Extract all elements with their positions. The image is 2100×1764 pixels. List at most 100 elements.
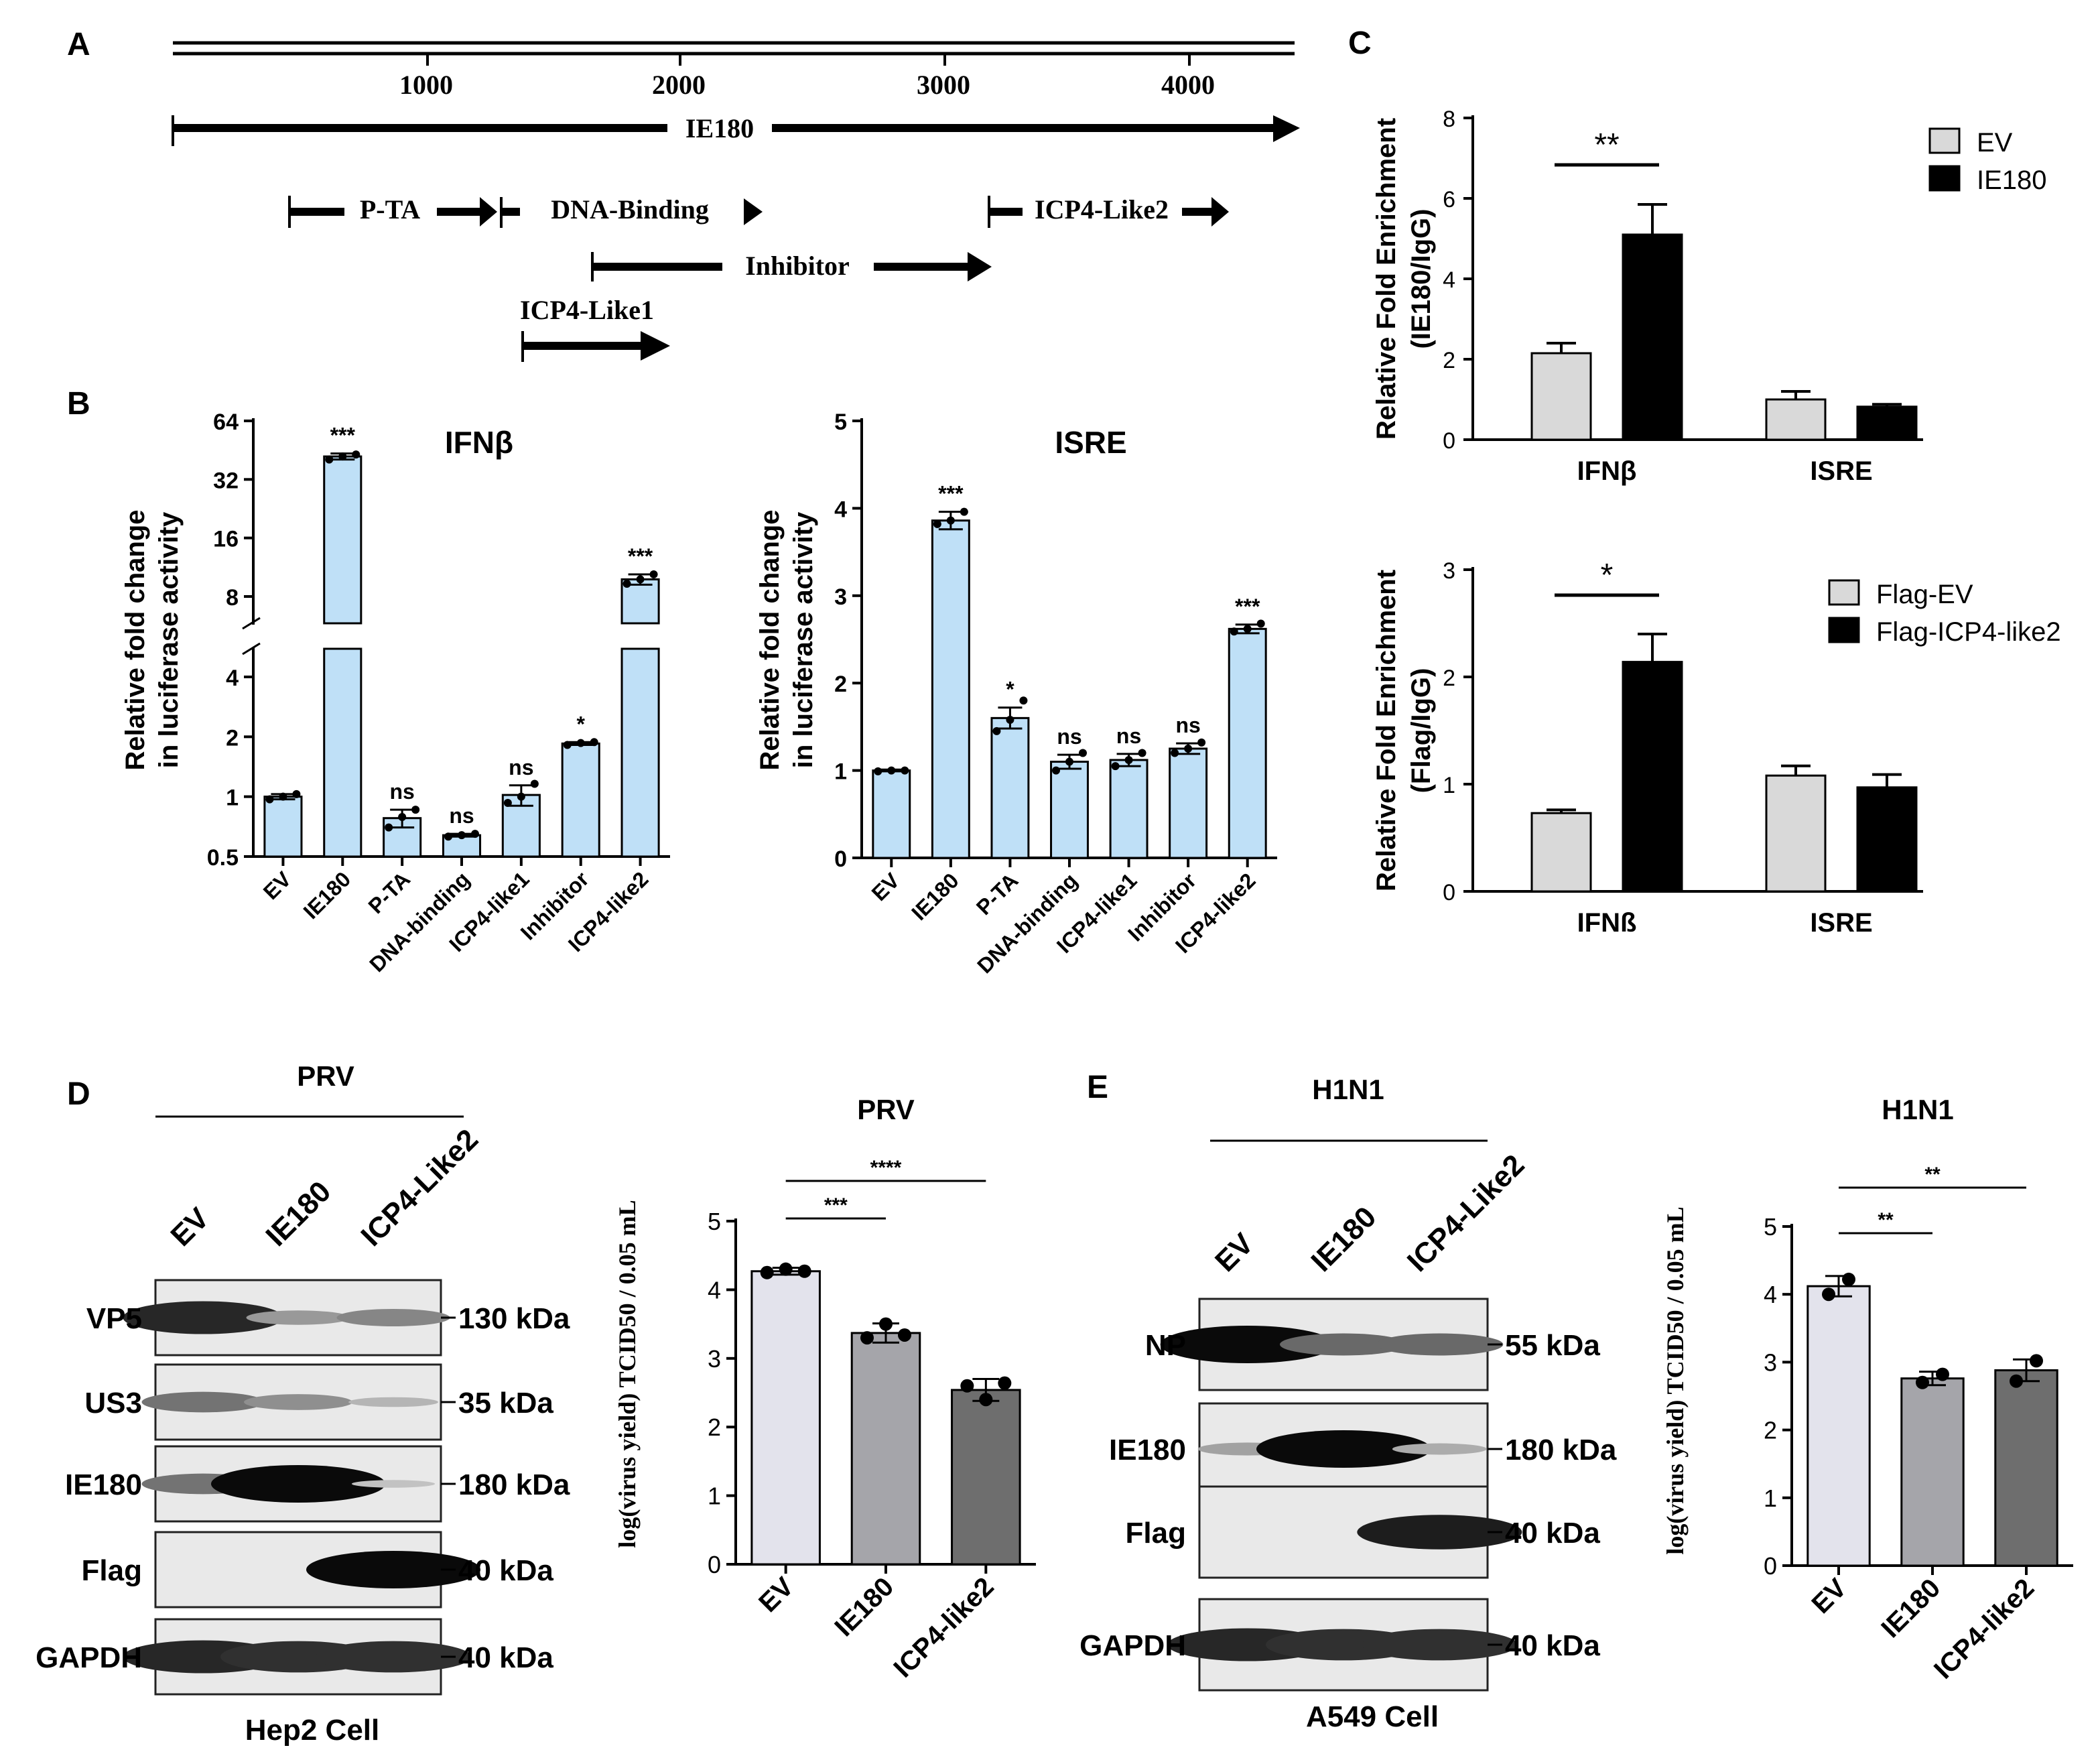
y-tick-label: 2 [1443,666,1455,691]
kda-label: 40 kDa [458,1554,553,1587]
data-point [2030,1354,2043,1368]
row-label: VP5 [86,1302,142,1335]
protein-band [348,1397,438,1407]
legend-swatch [1928,165,1961,192]
axis-break-gap [243,625,257,647]
x-tick-label: IE180 [1876,1573,1946,1643]
bar [263,796,303,858]
x-tick-label: P-TA [972,868,1023,920]
arrow-head-icon [641,331,670,361]
data-point [563,741,572,749]
row-label: US3 [84,1387,142,1420]
significance-label: ** [1924,1163,1941,1186]
kda-label: 55 kDa [1505,1329,1600,1362]
data-point [530,779,539,788]
bar [1109,759,1149,859]
y-tick-label: 1 [1443,773,1455,798]
lane-label: IE180 [1305,1200,1382,1278]
bar [1994,1369,2058,1567]
kda-label: 40 kDa [458,1641,553,1674]
arrow-head-icon [1211,197,1229,227]
bar [1900,1377,1965,1567]
data-point [1171,749,1179,757]
legend-entry: EV [1977,128,2013,158]
y-axis-label: (IE180/IgG) [1406,209,1436,349]
y-tick-label: 0.5 [207,845,239,871]
bar [1622,661,1683,893]
y-tick-label: 4 [834,497,847,522]
significance-label: * [1601,558,1614,593]
significance-label: ns [389,779,414,804]
data-point [946,516,955,525]
y-tick-label: 0 [1443,428,1455,454]
bar [323,455,363,625]
data-point [1916,1375,1929,1389]
protein-band [1376,1333,1504,1356]
data-point [411,806,420,814]
blot-title: H1N1 [1312,1074,1384,1105]
blot-title: PRV [297,1060,354,1092]
data-point [385,823,393,832]
bar [951,1389,1021,1566]
data-point [860,1331,874,1345]
data-point [590,738,598,747]
data-point [622,580,631,588]
data-point [960,507,968,516]
row-label: Flag [82,1554,142,1587]
data-point [517,792,525,801]
data-point [901,766,909,775]
bar [1765,774,1827,893]
x-tick-label: ISRE [1810,908,1872,938]
x-tick-label: IE180 [907,868,964,925]
ruler-tick-label: 3000 [917,70,970,100]
y-tick-label: 0 [708,1551,721,1578]
row-label: IE180 [1109,1434,1186,1466]
y-tick-label: 2 [834,672,847,697]
ruler-tick-label: 1000 [399,70,453,100]
protein-band [1256,1430,1431,1468]
data-point [1230,627,1238,636]
y-tick-label: 4 [1764,1281,1777,1308]
data-point [1111,762,1120,771]
y-axis-label: in luciferase activity [154,511,184,768]
arrow-head-icon [968,252,992,281]
significance-label: ns [449,804,474,828]
y-tick-label: 1 [226,785,239,811]
data-point [1079,749,1087,757]
row-label: GAPDH [36,1641,142,1674]
significance-label: * [1006,678,1014,702]
x-tick-label: P-TA [364,867,415,918]
data-point [1842,1272,1855,1286]
significance-label: *** [938,482,964,506]
bar [931,519,970,859]
bar [750,1270,821,1566]
protein-band [1357,1515,1522,1550]
y-tick-label: 5 [708,1208,721,1235]
y-tick-label: 4 [708,1276,721,1304]
y-tick-label: 5 [1764,1213,1777,1241]
bar [1807,1285,1871,1567]
protein-band [1362,1629,1518,1661]
data-point [979,1393,993,1407]
segment-label-dna-binding: DNA-Binding [551,194,709,225]
significance-label: *** [824,1194,848,1216]
data-point [444,832,452,841]
y-tick-label: 1 [708,1483,721,1510]
data-point [398,813,407,822]
lane-label: ICP4-Like2 [354,1123,484,1253]
panel-label-e: E [1087,1070,1108,1105]
protein-band [246,1310,350,1325]
y-axis-label: Relative Fold Enrichment [1372,570,1401,891]
significance-label: **** [870,1157,902,1179]
data-point [933,519,941,528]
y-tick-label: 5 [834,410,847,435]
data-point [2010,1374,2023,1388]
x-tick-label: EV [1807,1573,1853,1619]
data-point [1184,745,1193,753]
data-point [874,767,882,775]
segment-label-icp4-like2: ICP4-Like2 [1035,194,1169,225]
cell-line-label: A549 Cell [1306,1700,1439,1733]
bar [850,1332,921,1566]
y-tick-label: 1 [1764,1485,1777,1512]
